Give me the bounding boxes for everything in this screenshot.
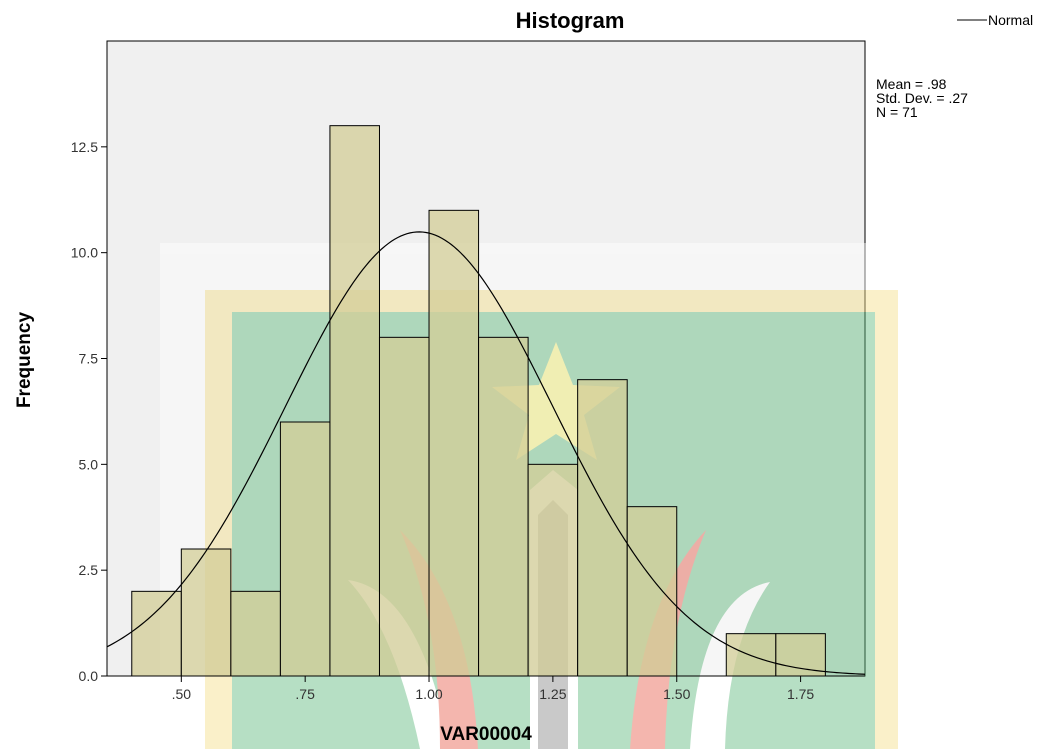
x-tick-label: 1.25 [539,686,566,702]
x-tick-label: 1.50 [663,686,690,702]
histogram-bar-13 [775,633,826,677]
histogram-bar-2 [180,548,232,677]
x-axis-title: VAR00004 [440,724,532,745]
y-tick-label: 2.5 [79,562,99,578]
y-tick-label: 10.0 [71,245,98,261]
histogram-bar-1 [131,590,182,677]
y-axis-ticks: 0.0 2.5 5.0 7.5 10.0 12.5 [71,139,107,684]
stat-n: N = 71 [876,104,918,120]
x-tick-label: 1.00 [415,686,442,702]
histogram-bar-12 [725,633,777,677]
histogram-bar-7 [428,209,480,677]
histogram-bar-8 [478,336,529,677]
chart-title: Histogram [516,8,625,33]
y-tick-label: 12.5 [71,139,98,155]
x-axis-ticks: .50 .75 1.00 1.25 1.50 1.75 [172,676,814,702]
histogram-bar-3 [230,590,281,677]
histogram-bar-10 [577,379,628,677]
stat-std-dev: Std. Dev. = .27 [876,90,968,106]
stat-mean: Mean = .98 [876,76,947,92]
histogram-bars [131,125,826,677]
histogram-bar-5 [329,125,380,677]
x-tick-label: 1.75 [787,686,814,702]
histogram-bar-6 [378,336,430,677]
y-tick-label: 5.0 [79,456,99,472]
legend: Normal [957,12,1033,28]
x-tick-label: .75 [295,686,315,702]
histogram-bar-4 [279,421,331,677]
x-tick-label: .50 [172,686,192,702]
summary-stats: Mean = .98 Std. Dev. = .27 N = 71 [876,76,968,120]
y-tick-label: 7.5 [79,351,99,367]
normal-curve [106,231,866,675]
legend-label-normal: Normal [988,12,1033,28]
histogram-bar-11 [626,506,678,677]
histogram-bar-9 [527,463,579,677]
y-axis-title: Frequency [14,312,35,409]
y-tick-label: 0.0 [79,668,99,684]
